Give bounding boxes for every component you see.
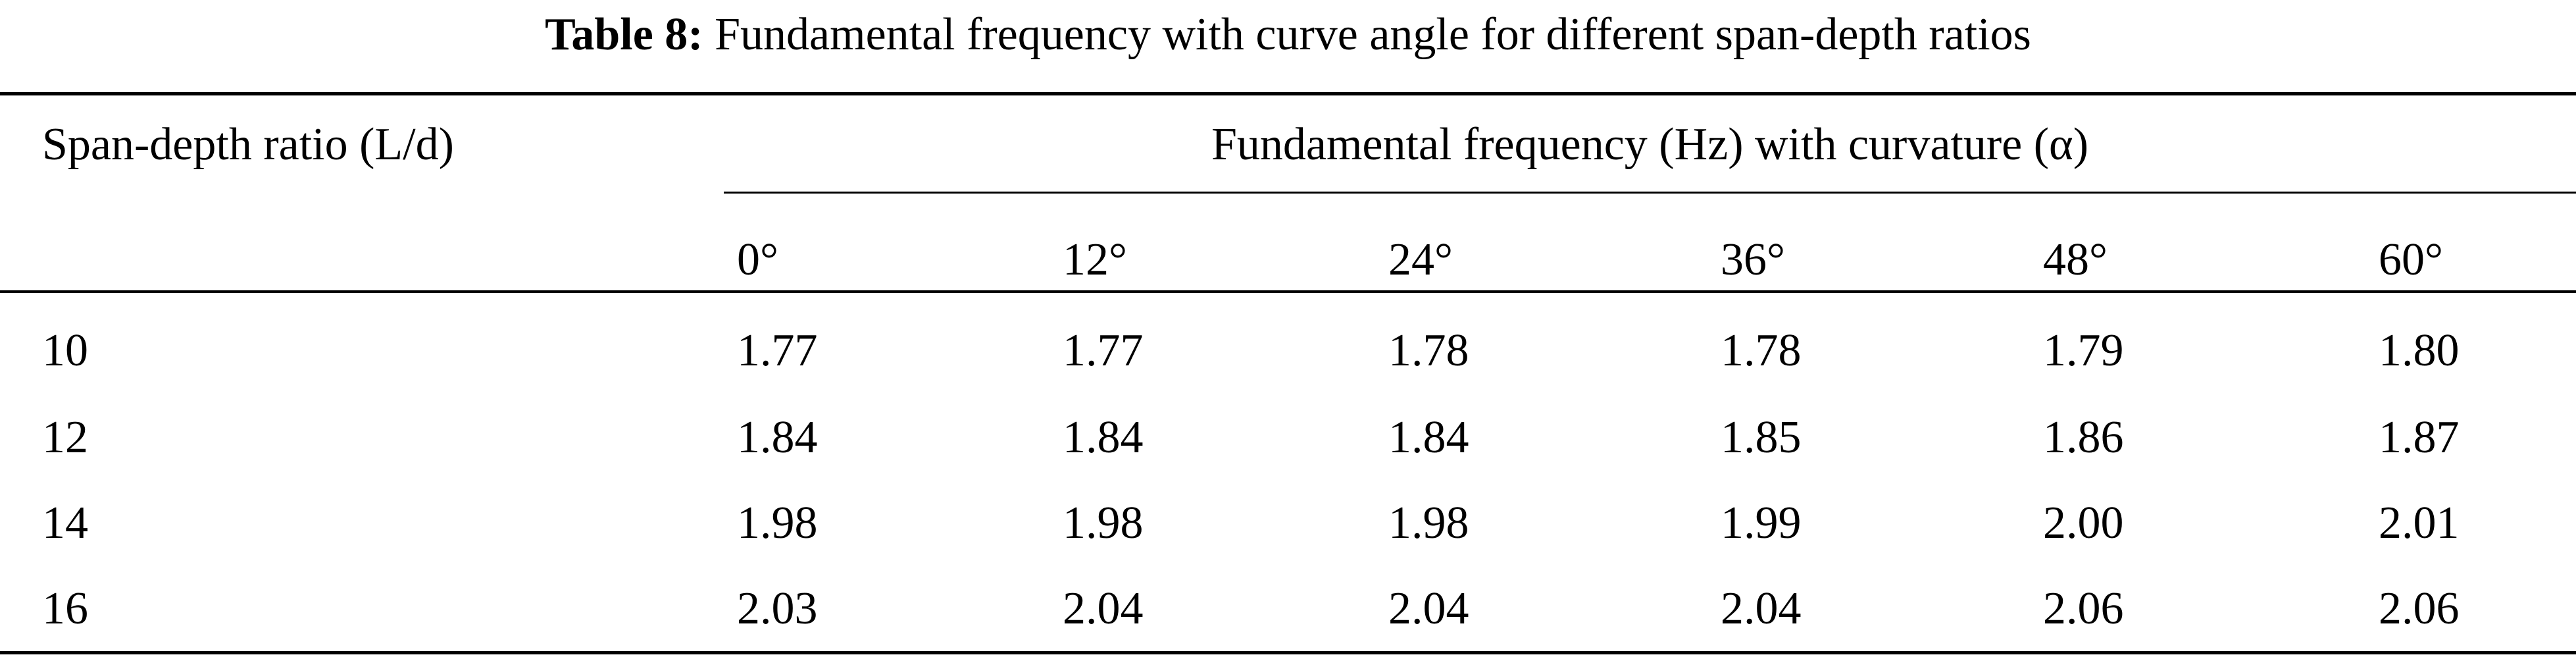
frequency-cell: 1.84: [1063, 412, 1144, 463]
table-bottom-rule: [0, 651, 2576, 654]
angle-header: 60°: [2379, 234, 2443, 285]
frequency-cell: 1.87: [2379, 412, 2460, 463]
frequency-cell: 1.98: [1063, 498, 1144, 548]
frequency-cell: 1.78: [1721, 325, 1802, 376]
frequency-cell: 1.86: [2043, 412, 2124, 463]
frequency-cell: 2.06: [2043, 583, 2124, 634]
angle-header: 36°: [1721, 234, 1785, 285]
angle-header: 0°: [737, 234, 778, 285]
frequency-cell: 1.79: [2043, 325, 2124, 376]
frequency-cell: 2.00: [2043, 498, 2124, 548]
frequency-cell: 2.04: [1063, 583, 1144, 634]
frequency-cell: 1.98: [737, 498, 818, 548]
span-depth-ratio-cell: 16: [42, 583, 88, 634]
frequency-cell: 2.04: [1388, 583, 1469, 634]
span-depth-ratio-cell: 12: [42, 412, 88, 463]
frequency-cell: 2.06: [2379, 583, 2460, 634]
frequency-cell: 1.84: [1388, 412, 1469, 463]
frequency-cell: 1.77: [737, 325, 818, 376]
frequency-cell: 1.98: [1388, 498, 1469, 548]
table-header-rule: [0, 290, 2576, 293]
frequency-cell: 1.80: [2379, 325, 2460, 376]
angle-header: 48°: [2043, 234, 2108, 285]
frequency-cell: 1.78: [1388, 325, 1469, 376]
frequency-cell: 1.84: [737, 412, 818, 463]
frequency-group-header: Fundamental frequency (Hz) with curvatur…: [1211, 119, 2089, 170]
frequency-cell: 2.03: [737, 583, 818, 634]
frequency-cell: 2.01: [2379, 498, 2460, 548]
table-caption-label: Table 8:: [545, 9, 703, 60]
span-depth-ratio-cell: 10: [42, 325, 88, 376]
frequency-cell: 1.77: [1063, 325, 1144, 376]
table-top-rule: [0, 92, 2576, 95]
angle-header: 12°: [1063, 234, 1127, 285]
frequency-cell: 1.99: [1721, 498, 1802, 548]
group-header-rule: [724, 192, 2576, 194]
frequency-cell: 2.04: [1721, 583, 1802, 634]
table-caption: Table 8: Fundamental frequency with curv…: [0, 5, 2576, 65]
stub-column-header: Span-depth ratio (L/d): [42, 119, 454, 170]
table-caption-text: Fundamental frequency with curve angle f…: [715, 9, 2031, 60]
span-depth-ratio-cell: 14: [42, 498, 88, 548]
angle-header: 24°: [1388, 234, 1453, 285]
frequency-cell: 1.85: [1721, 412, 1802, 463]
